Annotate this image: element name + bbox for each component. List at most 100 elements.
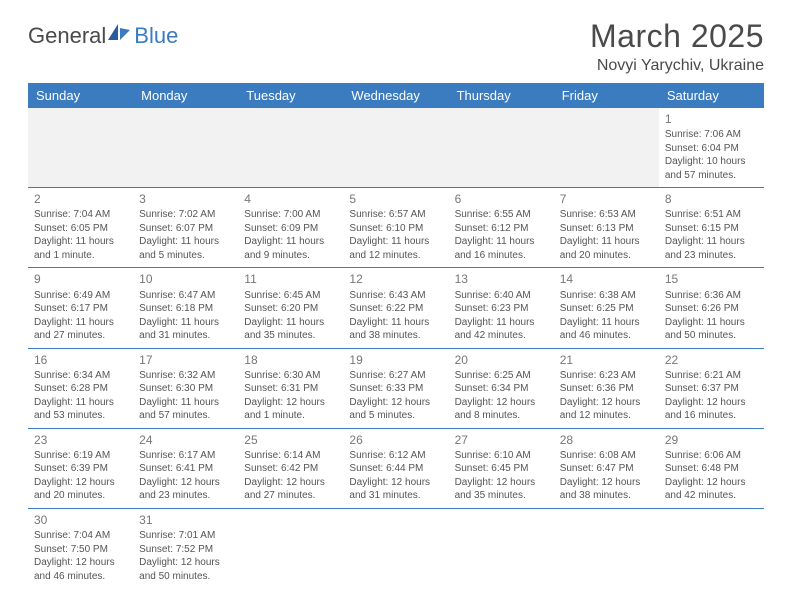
calendar-cell: 11Sunrise: 6:45 AMSunset: 6:20 PMDayligh… [238, 268, 343, 348]
daylight-text: Daylight: 11 hours and 50 minutes. [665, 316, 758, 343]
daylight-text: Daylight: 10 hours and 57 minutes. [665, 155, 758, 182]
day-number: 5 [349, 191, 442, 207]
header-row: Sunday Monday Tuesday Wednesday Thursday… [28, 83, 764, 108]
day-number: 24 [139, 432, 232, 448]
day-number: 25 [244, 432, 337, 448]
sunset-text: Sunset: 6:22 PM [349, 302, 442, 316]
col-tuesday: Tuesday [238, 83, 343, 108]
calendar-cell [343, 108, 448, 188]
sunset-text: Sunset: 6:42 PM [244, 462, 337, 476]
table-row: 30Sunrise: 7:04 AMSunset: 7:50 PMDayligh… [28, 508, 764, 588]
daylight-text: Daylight: 12 hours and 42 minutes. [665, 476, 758, 503]
sunrise-text: Sunrise: 6:27 AM [349, 369, 442, 383]
daylight-text: Daylight: 11 hours and 12 minutes. [349, 235, 442, 262]
col-friday: Friday [554, 83, 659, 108]
calendar-cell: 17Sunrise: 6:32 AMSunset: 6:30 PMDayligh… [133, 348, 238, 428]
day-number: 23 [34, 432, 127, 448]
calendar-page: General Blue March 2025 Novyi Yarychiv, … [0, 0, 792, 606]
calendar-cell: 5Sunrise: 6:57 AMSunset: 6:10 PMDaylight… [343, 188, 448, 268]
sunrise-text: Sunrise: 6:57 AM [349, 208, 442, 222]
calendar-cell [238, 508, 343, 588]
calendar-cell: 31Sunrise: 7:01 AMSunset: 7:52 PMDayligh… [133, 508, 238, 588]
sunset-text: Sunset: 6:36 PM [560, 382, 653, 396]
sunset-text: Sunset: 6:41 PM [139, 462, 232, 476]
sunset-text: Sunset: 6:48 PM [665, 462, 758, 476]
daylight-text: Daylight: 12 hours and 1 minute. [244, 396, 337, 423]
day-number: 28 [560, 432, 653, 448]
sunset-text: Sunset: 6:15 PM [665, 222, 758, 236]
sunrise-text: Sunrise: 6:34 AM [34, 369, 127, 383]
calendar-cell: 9Sunrise: 6:49 AMSunset: 6:17 PMDaylight… [28, 268, 133, 348]
daylight-text: Daylight: 12 hours and 20 minutes. [34, 476, 127, 503]
day-number: 6 [455, 191, 548, 207]
day-number: 2 [34, 191, 127, 207]
sunrise-text: Sunrise: 6:30 AM [244, 369, 337, 383]
calendar-cell [554, 108, 659, 188]
daylight-text: Daylight: 11 hours and 46 minutes. [560, 316, 653, 343]
sunrise-text: Sunrise: 6:08 AM [560, 449, 653, 463]
daylight-text: Daylight: 12 hours and 35 minutes. [455, 476, 548, 503]
logo-text: General [28, 23, 106, 49]
sunrise-text: Sunrise: 6:40 AM [455, 289, 548, 303]
day-number: 1 [665, 111, 758, 127]
calendar-cell: 3Sunrise: 7:02 AMSunset: 6:07 PMDaylight… [133, 188, 238, 268]
calendar-cell: 1Sunrise: 7:06 AMSunset: 6:04 PMDaylight… [659, 108, 764, 188]
calendar-cell: 30Sunrise: 7:04 AMSunset: 7:50 PMDayligh… [28, 508, 133, 588]
sail-icon [106, 22, 132, 49]
sunrise-text: Sunrise: 6:38 AM [560, 289, 653, 303]
sunset-text: Sunset: 6:28 PM [34, 382, 127, 396]
sunrise-text: Sunrise: 6:51 AM [665, 208, 758, 222]
daylight-text: Daylight: 12 hours and 23 minutes. [139, 476, 232, 503]
calendar-cell [554, 508, 659, 588]
calendar-cell [659, 508, 764, 588]
day-number: 15 [665, 271, 758, 287]
daylight-text: Daylight: 11 hours and 42 minutes. [455, 316, 548, 343]
table-row: 2Sunrise: 7:04 AMSunset: 6:05 PMDaylight… [28, 188, 764, 268]
day-number: 4 [244, 191, 337, 207]
sunset-text: Sunset: 6:10 PM [349, 222, 442, 236]
sunset-text: Sunset: 7:52 PM [139, 543, 232, 557]
sunrise-text: Sunrise: 6:19 AM [34, 449, 127, 463]
table-row: 9Sunrise: 6:49 AMSunset: 6:17 PMDaylight… [28, 268, 764, 348]
calendar-cell: 12Sunrise: 6:43 AMSunset: 6:22 PMDayligh… [343, 268, 448, 348]
daylight-text: Daylight: 12 hours and 8 minutes. [455, 396, 548, 423]
daylight-text: Daylight: 11 hours and 9 minutes. [244, 235, 337, 262]
sunset-text: Sunset: 6:47 PM [560, 462, 653, 476]
sunset-text: Sunset: 6:12 PM [455, 222, 548, 236]
sunset-text: Sunset: 7:50 PM [34, 543, 127, 557]
sunrise-text: Sunrise: 6:53 AM [560, 208, 653, 222]
daylight-text: Daylight: 11 hours and 20 minutes. [560, 235, 653, 262]
day-number: 21 [560, 352, 653, 368]
sunrise-text: Sunrise: 6:32 AM [139, 369, 232, 383]
col-saturday: Saturday [659, 83, 764, 108]
sunrise-text: Sunrise: 6:14 AM [244, 449, 337, 463]
sunset-text: Sunset: 6:37 PM [665, 382, 758, 396]
daylight-text: Daylight: 11 hours and 35 minutes. [244, 316, 337, 343]
day-number: 3 [139, 191, 232, 207]
calendar-cell: 2Sunrise: 7:04 AMSunset: 6:05 PMDaylight… [28, 188, 133, 268]
sunrise-text: Sunrise: 6:06 AM [665, 449, 758, 463]
day-number: 8 [665, 191, 758, 207]
sunrise-text: Sunrise: 6:23 AM [560, 369, 653, 383]
calendar-cell: 23Sunrise: 6:19 AMSunset: 6:39 PMDayligh… [28, 428, 133, 508]
col-sunday: Sunday [28, 83, 133, 108]
title-block: March 2025 Novyi Yarychiv, Ukraine [590, 18, 764, 75]
day-number: 16 [34, 352, 127, 368]
sunset-text: Sunset: 6:04 PM [665, 142, 758, 156]
sunset-text: Sunset: 6:20 PM [244, 302, 337, 316]
calendar-cell: 13Sunrise: 6:40 AMSunset: 6:23 PMDayligh… [449, 268, 554, 348]
day-number: 30 [34, 512, 127, 528]
daylight-text: Daylight: 11 hours and 1 minute. [34, 235, 127, 262]
sunset-text: Sunset: 6:17 PM [34, 302, 127, 316]
day-number: 19 [349, 352, 442, 368]
col-monday: Monday [133, 83, 238, 108]
calendar-cell: 29Sunrise: 6:06 AMSunset: 6:48 PMDayligh… [659, 428, 764, 508]
day-number: 7 [560, 191, 653, 207]
day-number: 22 [665, 352, 758, 368]
sunrise-text: Sunrise: 7:06 AM [665, 128, 758, 142]
sunset-text: Sunset: 6:26 PM [665, 302, 758, 316]
sunset-text: Sunset: 6:39 PM [34, 462, 127, 476]
calendar-cell: 24Sunrise: 6:17 AMSunset: 6:41 PMDayligh… [133, 428, 238, 508]
daylight-text: Daylight: 11 hours and 23 minutes. [665, 235, 758, 262]
day-number: 20 [455, 352, 548, 368]
